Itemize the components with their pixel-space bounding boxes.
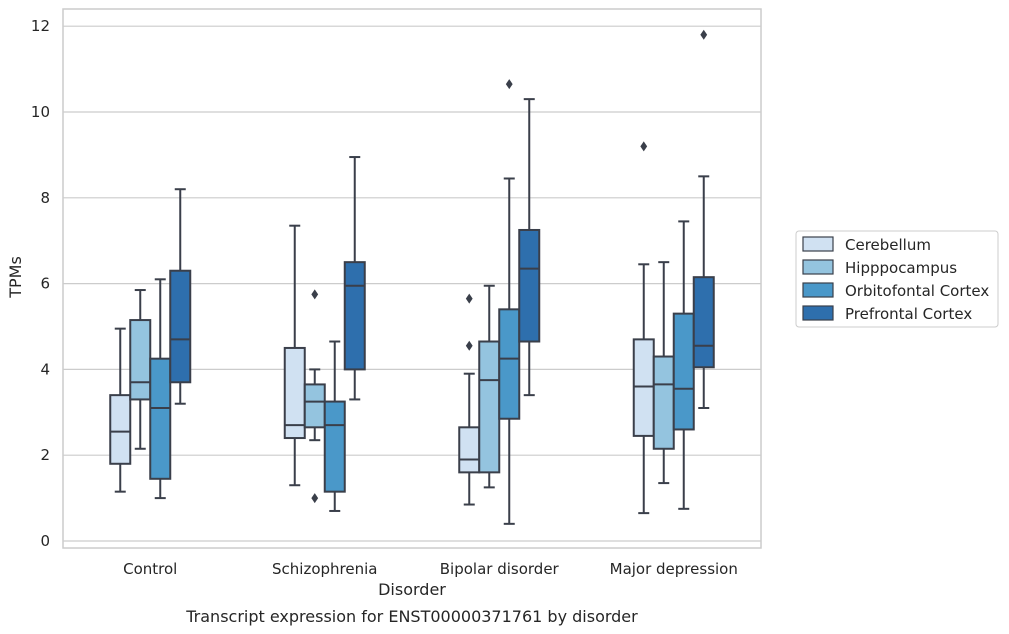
y-tick-label: 6 bbox=[40, 275, 50, 293]
outlier-point bbox=[465, 340, 473, 351]
y-tick-label: 0 bbox=[40, 532, 50, 550]
outlier-point bbox=[505, 79, 513, 90]
box bbox=[498, 308, 521, 420]
box-group bbox=[498, 79, 521, 525]
y-axis-ticks: 0 2 4 6 8 10 12 bbox=[31, 17, 50, 550]
box bbox=[518, 228, 541, 343]
legend-frame bbox=[795, 230, 999, 328]
x-tick-label: Schizophrenia bbox=[272, 560, 377, 578]
box-group bbox=[632, 141, 655, 515]
legend-swatch bbox=[802, 259, 834, 275]
box-group bbox=[343, 156, 366, 401]
legend: Cerebellum Hipppocampus Orbitofontal Corte… bbox=[795, 230, 999, 328]
outlier-point bbox=[465, 293, 473, 304]
legend-label: Cerebellum bbox=[845, 236, 931, 254]
y-tick-label: 4 bbox=[40, 360, 50, 378]
boxes bbox=[109, 29, 715, 525]
x-tick-label: Bipolar disorder bbox=[440, 560, 560, 578]
x-tick-label: Control bbox=[123, 560, 177, 578]
y-tick-label: 8 bbox=[40, 189, 50, 207]
legend-swatch bbox=[802, 305, 834, 321]
box bbox=[652, 355, 675, 450]
legend-swatch bbox=[802, 236, 834, 252]
box bbox=[632, 338, 655, 437]
box-group bbox=[458, 293, 481, 506]
legend-label: Hipppocampus bbox=[845, 259, 957, 277]
y-tick-label: 12 bbox=[31, 17, 50, 35]
box-group bbox=[283, 224, 306, 487]
y-tick-label: 2 bbox=[40, 446, 50, 464]
plot-area bbox=[62, 8, 762, 549]
box bbox=[458, 426, 481, 474]
box-group bbox=[109, 327, 132, 493]
legend-label: Orbitofontal Cortex bbox=[845, 282, 989, 300]
box-group bbox=[149, 278, 172, 500]
box-group bbox=[323, 340, 346, 512]
box bbox=[129, 319, 152, 401]
box-group bbox=[672, 220, 695, 510]
outlier-point bbox=[311, 289, 319, 300]
box-group bbox=[303, 289, 326, 504]
box bbox=[149, 357, 172, 480]
outlier-point bbox=[311, 493, 319, 504]
box bbox=[323, 400, 346, 493]
box-group bbox=[692, 29, 715, 410]
box bbox=[478, 340, 501, 474]
box bbox=[692, 276, 715, 369]
legend-swatch bbox=[802, 282, 834, 298]
box-group bbox=[652, 261, 675, 485]
box-group bbox=[518, 98, 541, 397]
outlier-point bbox=[640, 141, 648, 152]
x-axis-title: Disorder bbox=[378, 580, 446, 599]
y-axis-title: TPMs bbox=[6, 256, 25, 299]
box bbox=[672, 312, 695, 431]
chart-caption: Transcript expression for ENST0000037176… bbox=[185, 607, 638, 626]
box bbox=[109, 394, 132, 465]
outlier-point bbox=[700, 29, 708, 40]
box bbox=[169, 269, 192, 384]
x-tick-label: Major depression bbox=[610, 560, 738, 578]
box bbox=[303, 383, 326, 429]
box bbox=[343, 261, 366, 371]
legend-label: Prefrontal Cortex bbox=[845, 305, 972, 323]
box-group bbox=[129, 289, 152, 450]
y-tick-label: 10 bbox=[31, 103, 50, 121]
x-axis-ticks: Control Schizophrenia Bipolar disorder Majo… bbox=[123, 560, 738, 578]
box-group bbox=[169, 188, 192, 405]
box-group bbox=[478, 284, 501, 489]
